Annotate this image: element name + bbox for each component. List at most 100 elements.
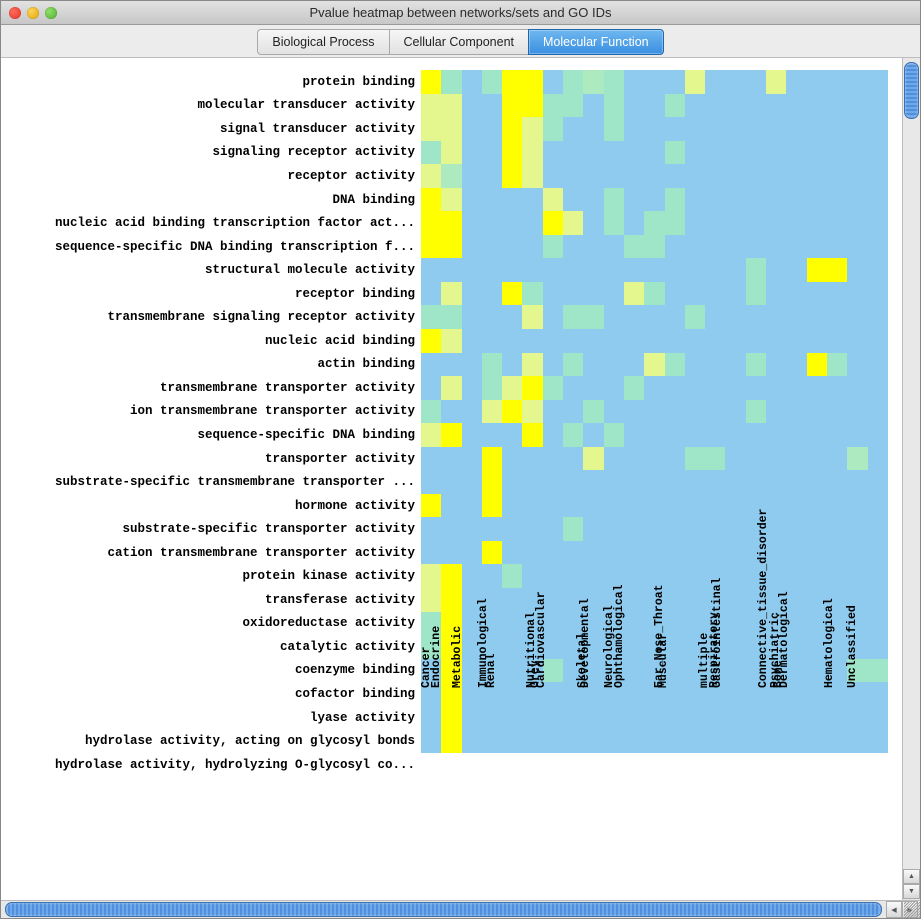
heatmap-cell-19-8[interactable] (583, 517, 603, 541)
heatmap-cell-18-7[interactable] (563, 494, 583, 518)
heatmap-cell-15-0[interactable] (421, 423, 441, 447)
heatmap-cell-14-8[interactable] (583, 400, 603, 424)
column-header-12[interactable]: Muscular (665, 684, 685, 697)
heatmap-cell-2-3[interactable] (482, 117, 502, 141)
heatmap-cell-17-13[interactable] (685, 470, 705, 494)
heatmap-cell-5-7[interactable] (563, 188, 583, 212)
heatmap-cell-14-5[interactable] (522, 400, 542, 424)
heatmap-cell-16-3[interactable] (482, 447, 502, 471)
heatmap-cell-27-6[interactable] (543, 706, 563, 730)
heatmap-cell-11-10[interactable] (624, 329, 644, 353)
heatmap-cell-1-22[interactable] (868, 94, 888, 118)
heatmap-cell-19-3[interactable] (482, 517, 502, 541)
heatmap-cell-9-20[interactable] (827, 282, 847, 306)
heatmap-cell-2-4[interactable] (502, 117, 522, 141)
heatmap-cell-0-12[interactable] (665, 70, 685, 94)
heatmap-cell-0-4[interactable] (502, 70, 522, 94)
heatmap-cell-8-11[interactable] (644, 258, 664, 282)
heatmap-cell-21-2[interactable] (462, 564, 482, 588)
heatmap-cell-9-6[interactable] (543, 282, 563, 306)
heatmap-cell-21-22[interactable] (868, 564, 888, 588)
heatmap-cell-27-18[interactable] (786, 706, 806, 730)
vertical-scrollbar-thumb[interactable] (904, 62, 919, 119)
heatmap-cell-0-11[interactable] (644, 70, 664, 94)
heatmap-cell-15-5[interactable] (522, 423, 542, 447)
heatmap-cell-17-8[interactable] (583, 470, 603, 494)
heatmap-cell-12-20[interactable] (827, 353, 847, 377)
heatmap-cell-13-13[interactable] (685, 376, 705, 400)
heatmap-cell-1-7[interactable] (563, 94, 583, 118)
heatmap-cell-12-19[interactable] (807, 353, 827, 377)
heatmap-cell-1-21[interactable] (847, 94, 867, 118)
heatmap-cell-19-19[interactable] (807, 517, 827, 541)
heatmap-cell-18-10[interactable] (624, 494, 644, 518)
heatmap-cell-23-4[interactable] (502, 612, 522, 636)
heatmap-cell-19-10[interactable] (624, 517, 644, 541)
heatmap-cell-27-21[interactable] (847, 706, 867, 730)
heatmap-cell-6-22[interactable] (868, 211, 888, 235)
heatmap-cell-0-9[interactable] (604, 70, 624, 94)
heatmap-cell-5-14[interactable] (705, 188, 725, 212)
heatmap-cell-5-10[interactable] (624, 188, 644, 212)
column-header-22[interactable]: Unclassified (868, 684, 888, 697)
heatmap-cell-4-0[interactable] (421, 164, 441, 188)
heatmap-cell-4-10[interactable] (624, 164, 644, 188)
heatmap-cell-12-14[interactable] (705, 353, 725, 377)
heatmap-cell-7-3[interactable] (482, 235, 502, 259)
heatmap-cell-8-19[interactable] (807, 258, 827, 282)
heatmap-cell-4-13[interactable] (685, 164, 705, 188)
heatmap-cell-7-8[interactable] (583, 235, 603, 259)
heatmap-cell-27-0[interactable] (421, 706, 441, 730)
heatmap-cell-10-17[interactable] (766, 305, 786, 329)
heatmap-cell-14-4[interactable] (502, 400, 522, 424)
heatmap-cell-6-8[interactable] (583, 211, 603, 235)
heatmap-cell-14-10[interactable] (624, 400, 644, 424)
heatmap-cell-0-1[interactable] (441, 70, 461, 94)
scroll-down-arrow[interactable]: ▼ (903, 884, 920, 899)
heatmap-cell-19-18[interactable] (786, 517, 806, 541)
heatmap-cell-6-1[interactable] (441, 211, 461, 235)
heatmap-cell-23-22[interactable] (868, 612, 888, 636)
heatmap-cell-8-9[interactable] (604, 258, 624, 282)
heatmap-cell-15-9[interactable] (604, 423, 624, 447)
heatmap-cell-9-9[interactable] (604, 282, 624, 306)
heatmap-cell-3-3[interactable] (482, 141, 502, 165)
heatmap-cell-14-9[interactable] (604, 400, 624, 424)
heatmap-cell-11-1[interactable] (441, 329, 461, 353)
heatmap-cell-24-4[interactable] (502, 635, 522, 659)
heatmap-cell-14-16[interactable] (746, 400, 766, 424)
heatmap-cell-12-18[interactable] (786, 353, 806, 377)
heatmap-cell-20-12[interactable] (665, 541, 685, 565)
heatmap-cell-14-21[interactable] (847, 400, 867, 424)
heatmap-cell-27-9[interactable] (604, 706, 624, 730)
heatmap-cell-0-13[interactable] (685, 70, 705, 94)
heatmap-cell-2-14[interactable] (705, 117, 725, 141)
heatmap-cell-3-17[interactable] (766, 141, 786, 165)
heatmap-cell-3-16[interactable] (746, 141, 766, 165)
heatmap-cell-3-10[interactable] (624, 141, 644, 165)
heatmap-cell-5-21[interactable] (847, 188, 867, 212)
heatmap-cell-13-6[interactable] (543, 376, 563, 400)
heatmap-cell-7-22[interactable] (868, 235, 888, 259)
heatmap-cell-28-22[interactable] (868, 729, 888, 753)
heatmap-cell-4-2[interactable] (462, 164, 482, 188)
heatmap-cell-4-19[interactable] (807, 164, 827, 188)
heatmap-cell-7-21[interactable] (847, 235, 867, 259)
heatmap-cell-7-5[interactable] (522, 235, 542, 259)
heatmap-cell-9-4[interactable] (502, 282, 522, 306)
heatmap-cell-9-18[interactable] (786, 282, 806, 306)
heatmap-cell-28-19[interactable] (807, 729, 827, 753)
heatmap-cell-4-3[interactable] (482, 164, 502, 188)
heatmap-cell-15-10[interactable] (624, 423, 644, 447)
heatmap-cell-3-12[interactable] (665, 141, 685, 165)
heatmap-cell-5-20[interactable] (827, 188, 847, 212)
heatmap-cell-7-9[interactable] (604, 235, 624, 259)
heatmap-cell-10-10[interactable] (624, 305, 644, 329)
heatmap-cell-15-7[interactable] (563, 423, 583, 447)
heatmap-cell-22-13[interactable] (685, 588, 705, 612)
heatmap-cell-10-11[interactable] (644, 305, 664, 329)
heatmap-cell-16-5[interactable] (522, 447, 542, 471)
heatmap-cell-0-21[interactable] (847, 70, 867, 94)
heatmap-cell-15-20[interactable] (827, 423, 847, 447)
heatmap-cell-18-2[interactable] (462, 494, 482, 518)
